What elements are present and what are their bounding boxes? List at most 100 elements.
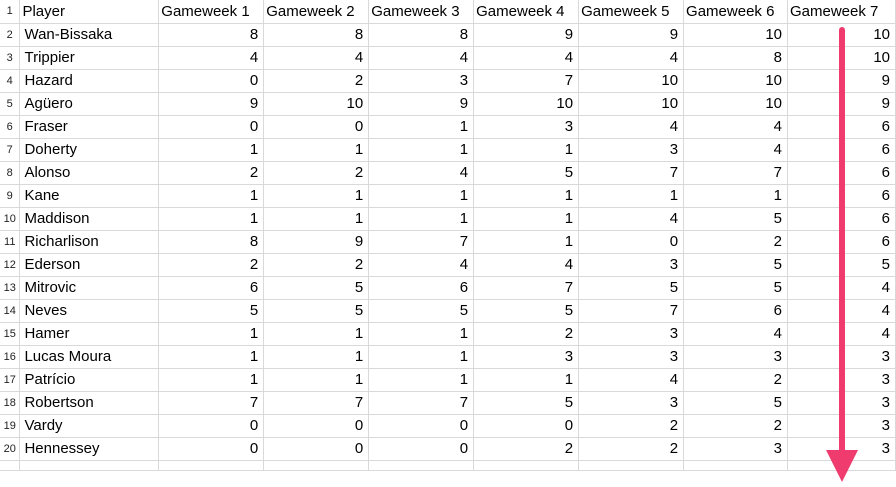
gameweek-2-cell[interactable]: 8	[263, 23, 370, 47]
gameweek-7-cell[interactable]: 3	[787, 414, 896, 438]
gameweek-4-cell[interactable]: 2	[473, 437, 580, 461]
player-name-cell[interactable]: Agüero	[19, 92, 160, 116]
gameweek-7-cell[interactable]: 4	[787, 299, 896, 323]
gameweek-7-cell[interactable]: 5	[787, 253, 896, 277]
gameweek-1-cell[interactable]: 2	[158, 253, 265, 277]
gameweek-7-cell[interactable]: 6	[787, 115, 896, 139]
row-number[interactable]: 13	[0, 276, 21, 300]
gameweek-7-cell[interactable]: 9	[787, 92, 896, 116]
player-name-cell[interactable]: Hamer	[19, 322, 160, 346]
gameweek-2-cell[interactable]: 1	[263, 368, 370, 392]
gameweek-3-cell[interactable]: 1	[368, 207, 475, 231]
gameweek-7-cell[interactable]: 6	[787, 138, 896, 162]
row-number[interactable]: 9	[0, 184, 21, 208]
gameweek-7-cell[interactable]: 10	[787, 23, 896, 47]
player-name-cell[interactable]: Fraser	[19, 115, 160, 139]
player-name-cell[interactable]: Neves	[19, 299, 160, 323]
gameweek-1-cell[interactable]: 6	[158, 276, 265, 300]
gameweek-5-cell[interactable]: 10	[578, 92, 685, 116]
header-cell-player[interactable]: Player	[19, 0, 160, 24]
gameweek-2-cell[interactable]: 7	[263, 391, 370, 415]
row-number[interactable]	[0, 460, 21, 471]
gameweek-5-cell[interactable]: 2	[578, 414, 685, 438]
gameweek-3-cell[interactable]: 1	[368, 322, 475, 346]
gameweek-5-cell[interactable]: 7	[578, 299, 685, 323]
row-number[interactable]: 19	[0, 414, 21, 438]
gameweek-3-cell[interactable]: 1	[368, 368, 475, 392]
player-name-cell[interactable]: Doherty	[19, 138, 160, 162]
row-number[interactable]: 12	[0, 253, 21, 277]
gameweek-6-cell[interactable]: 5	[683, 391, 788, 415]
gameweek-1-cell[interactable]: 5	[158, 299, 265, 323]
row-number[interactable]: 14	[0, 299, 21, 323]
player-name-cell[interactable]: Hazard	[19, 69, 160, 93]
gameweek-5-cell[interactable]: 3	[578, 322, 685, 346]
gameweek-3-cell[interactable]: 3	[368, 69, 475, 93]
row-number[interactable]: 5	[0, 92, 21, 116]
row-number[interactable]: 20	[0, 437, 21, 461]
gameweek-2-cell[interactable]: 1	[263, 345, 370, 369]
gameweek-1-cell[interactable]: 1	[158, 345, 265, 369]
gameweek-4-cell[interactable]: 1	[473, 207, 580, 231]
gameweek-2-cell[interactable]: 1	[263, 184, 370, 208]
gameweek-1-cell[interactable]: 1	[158, 368, 265, 392]
header-cell-gameweek-5[interactable]: Gameweek 5	[578, 0, 685, 24]
gameweek-5-cell[interactable]: 3	[578, 253, 685, 277]
player-name-cell[interactable]: Kane	[19, 184, 160, 208]
gameweek-4-cell[interactable]: 1	[473, 230, 580, 254]
player-name-cell[interactable]: Alonso	[19, 161, 160, 185]
gameweek-4-cell[interactable]: 0	[473, 414, 580, 438]
gameweek-3-cell[interactable]: 4	[368, 161, 475, 185]
gameweek-7-cell[interactable]: 6	[787, 207, 896, 231]
empty-cell[interactable]	[787, 460, 896, 471]
gameweek-2-cell[interactable]: 0	[263, 437, 370, 461]
gameweek-5-cell[interactable]: 3	[578, 391, 685, 415]
row-number[interactable]: 7	[0, 138, 21, 162]
empty-cell[interactable]	[473, 460, 580, 471]
gameweek-5-cell[interactable]: 7	[578, 161, 685, 185]
empty-cell[interactable]	[683, 460, 788, 471]
gameweek-1-cell[interactable]: 1	[158, 138, 265, 162]
gameweek-4-cell[interactable]: 5	[473, 299, 580, 323]
gameweek-4-cell[interactable]: 2	[473, 322, 580, 346]
gameweek-3-cell[interactable]: 1	[368, 184, 475, 208]
header-cell-gameweek-6[interactable]: Gameweek 6	[683, 0, 788, 24]
player-name-cell[interactable]: Robertson	[19, 391, 160, 415]
gameweek-6-cell[interactable]: 7	[683, 161, 788, 185]
gameweek-5-cell[interactable]: 3	[578, 345, 685, 369]
player-name-cell[interactable]: Ederson	[19, 253, 160, 277]
player-name-cell[interactable]: Lucas Moura	[19, 345, 160, 369]
gameweek-3-cell[interactable]: 4	[368, 253, 475, 277]
gameweek-6-cell[interactable]: 3	[683, 437, 788, 461]
gameweek-1-cell[interactable]: 7	[158, 391, 265, 415]
header-cell-gameweek-1[interactable]: Gameweek 1	[158, 0, 265, 24]
gameweek-7-cell[interactable]: 6	[787, 184, 896, 208]
gameweek-6-cell[interactable]: 5	[683, 276, 788, 300]
gameweek-4-cell[interactable]: 3	[473, 345, 580, 369]
gameweek-2-cell[interactable]: 1	[263, 138, 370, 162]
empty-cell[interactable]	[368, 460, 475, 471]
row-number[interactable]: 2	[0, 23, 21, 47]
gameweek-2-cell[interactable]: 0	[263, 115, 370, 139]
player-name-cell[interactable]: Mitrovic	[19, 276, 160, 300]
gameweek-4-cell[interactable]: 10	[473, 92, 580, 116]
gameweek-3-cell[interactable]: 8	[368, 23, 475, 47]
gameweek-3-cell[interactable]: 7	[368, 230, 475, 254]
gameweek-1-cell[interactable]: 1	[158, 207, 265, 231]
gameweek-1-cell[interactable]: 8	[158, 23, 265, 47]
gameweek-7-cell[interactable]: 6	[787, 161, 896, 185]
gameweek-6-cell[interactable]: 4	[683, 138, 788, 162]
gameweek-1-cell[interactable]: 4	[158, 46, 265, 70]
gameweek-5-cell[interactable]: 9	[578, 23, 685, 47]
gameweek-3-cell[interactable]: 4	[368, 46, 475, 70]
gameweek-5-cell[interactable]: 1	[578, 184, 685, 208]
header-cell-gameweek-4[interactable]: Gameweek 4	[473, 0, 580, 24]
gameweek-2-cell[interactable]: 2	[263, 69, 370, 93]
header-cell-gameweek-3[interactable]: Gameweek 3	[368, 0, 475, 24]
gameweek-4-cell[interactable]: 7	[473, 276, 580, 300]
gameweek-6-cell[interactable]: 10	[683, 92, 788, 116]
gameweek-1-cell[interactable]: 0	[158, 437, 265, 461]
gameweek-2-cell[interactable]: 2	[263, 161, 370, 185]
gameweek-7-cell[interactable]: 10	[787, 46, 896, 70]
player-name-cell[interactable]: Vardy	[19, 414, 160, 438]
